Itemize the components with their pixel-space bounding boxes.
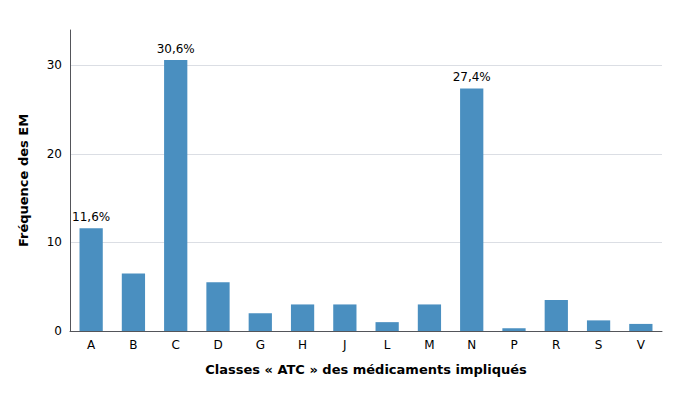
svg-text:S: S (595, 338, 603, 352)
svg-text:P: P (510, 338, 517, 352)
svg-text:11,6%: 11,6% (72, 210, 110, 224)
svg-text:10: 10 (47, 235, 62, 249)
svg-text:H: H (298, 338, 307, 352)
svg-text:N: N (467, 338, 476, 352)
svg-text:Classes « ATC » des médicament: Classes « ATC » des médicaments impliqué… (205, 362, 527, 377)
svg-text:G: G (256, 338, 265, 352)
svg-text:D: D (213, 338, 222, 352)
svg-text:C: C (172, 338, 180, 352)
svg-text:R: R (552, 338, 560, 352)
svg-text:V: V (637, 338, 646, 352)
svg-text:A: A (87, 338, 96, 352)
svg-text:27,4%: 27,4% (453, 70, 491, 84)
svg-text:30,6%: 30,6% (157, 42, 195, 56)
svg-text:L: L (384, 338, 391, 352)
svg-text:0: 0 (54, 324, 62, 338)
svg-text:30: 30 (47, 58, 62, 72)
svg-text:B: B (129, 338, 137, 352)
svg-text:J: J (342, 338, 347, 352)
svg-text:Fréquence des EM: Fréquence des EM (16, 114, 31, 247)
svg-text:20: 20 (47, 147, 62, 161)
svg-text:M: M (424, 338, 434, 352)
